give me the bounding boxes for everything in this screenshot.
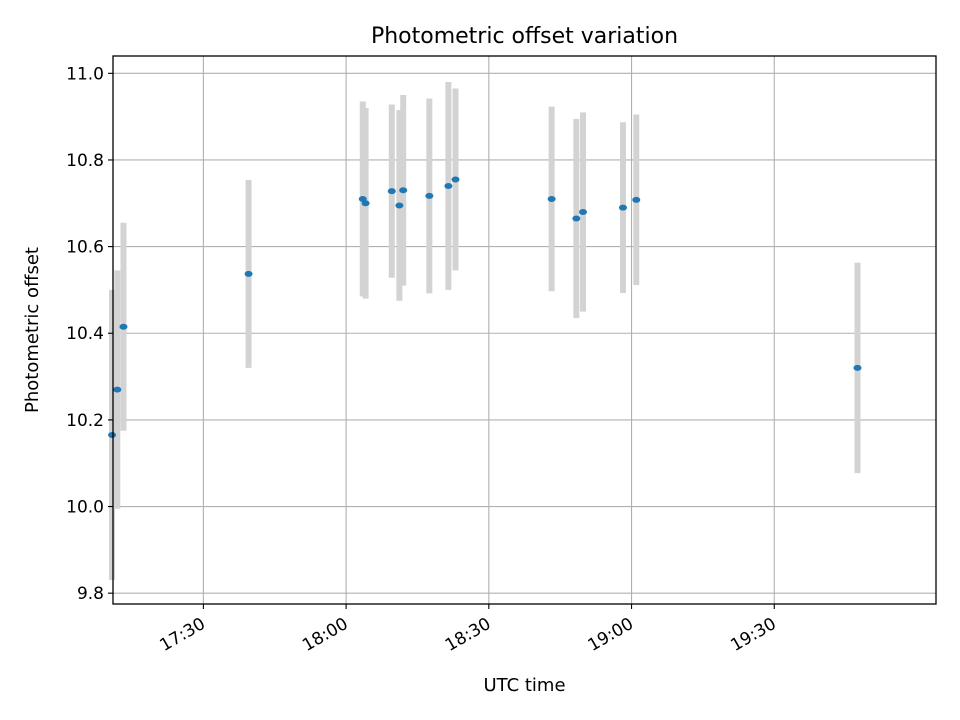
data-point — [113, 386, 122, 393]
y-tick-label: 10.2 — [66, 411, 104, 431]
data-point — [119, 323, 128, 330]
chart-title: Photometric offset variation — [371, 24, 678, 49]
data-point — [361, 200, 370, 207]
y-tick-label: 9.8 — [77, 584, 104, 604]
data-point — [425, 192, 434, 199]
grid-lines — [113, 56, 936, 604]
data-point — [451, 176, 460, 183]
data-point — [399, 187, 408, 194]
y-axis-label: Photometric offset — [22, 247, 43, 413]
data-point — [572, 215, 581, 222]
plot-frame — [112, 55, 937, 605]
data-point — [444, 182, 453, 189]
data-point — [108, 432, 117, 439]
data-point — [632, 196, 641, 203]
y-tick-label: 11.0 — [66, 64, 104, 84]
data-point — [579, 208, 588, 215]
data-point — [547, 195, 556, 202]
data-point — [244, 270, 253, 277]
y-tick-label: 10.4 — [66, 324, 104, 344]
y-tick-label: 10.8 — [66, 151, 104, 171]
data-point — [618, 204, 627, 211]
data-points — [108, 176, 862, 439]
data-point — [387, 188, 396, 195]
y-tick-label: 10.6 — [66, 238, 104, 258]
y-tick-label: 10.0 — [66, 498, 104, 518]
data-point — [853, 364, 862, 371]
data-point — [395, 202, 404, 209]
x-axis-label: UTC time — [483, 675, 565, 696]
